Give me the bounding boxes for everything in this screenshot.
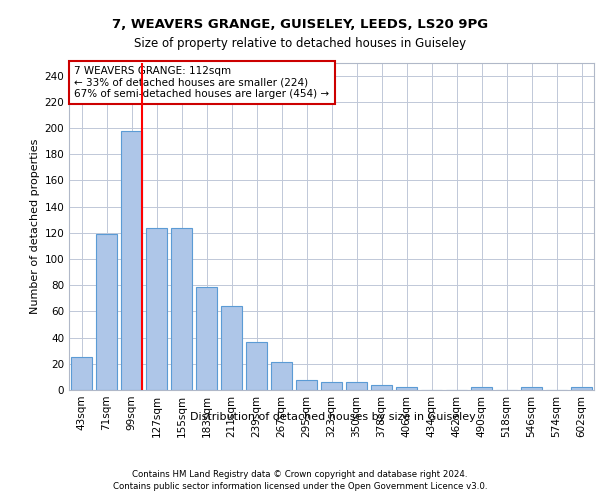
Text: 7, WEAVERS GRANGE, GUISELEY, LEEDS, LS20 9PG: 7, WEAVERS GRANGE, GUISELEY, LEEDS, LS20… xyxy=(112,18,488,30)
Bar xyxy=(221,306,242,390)
Bar xyxy=(321,382,342,390)
Bar xyxy=(271,362,292,390)
Bar xyxy=(71,357,92,390)
Text: Contains public sector information licensed under the Open Government Licence v3: Contains public sector information licen… xyxy=(113,482,487,491)
Bar xyxy=(471,388,492,390)
Y-axis label: Number of detached properties: Number of detached properties xyxy=(30,138,40,314)
Text: Size of property relative to detached houses in Guiseley: Size of property relative to detached ho… xyxy=(134,38,466,51)
Bar xyxy=(196,286,217,390)
Text: Distribution of detached houses by size in Guiseley: Distribution of detached houses by size … xyxy=(190,412,476,422)
Bar xyxy=(396,388,417,390)
Bar xyxy=(121,130,142,390)
Bar xyxy=(146,228,167,390)
Bar xyxy=(246,342,267,390)
Bar xyxy=(296,380,317,390)
Text: 7 WEAVERS GRANGE: 112sqm
← 33% of detached houses are smaller (224)
67% of semi-: 7 WEAVERS GRANGE: 112sqm ← 33% of detach… xyxy=(74,66,329,99)
Bar xyxy=(371,385,392,390)
Bar xyxy=(171,228,192,390)
Bar xyxy=(571,388,592,390)
Bar xyxy=(346,382,367,390)
Bar xyxy=(521,388,542,390)
Bar xyxy=(96,234,117,390)
Text: Contains HM Land Registry data © Crown copyright and database right 2024.: Contains HM Land Registry data © Crown c… xyxy=(132,470,468,479)
